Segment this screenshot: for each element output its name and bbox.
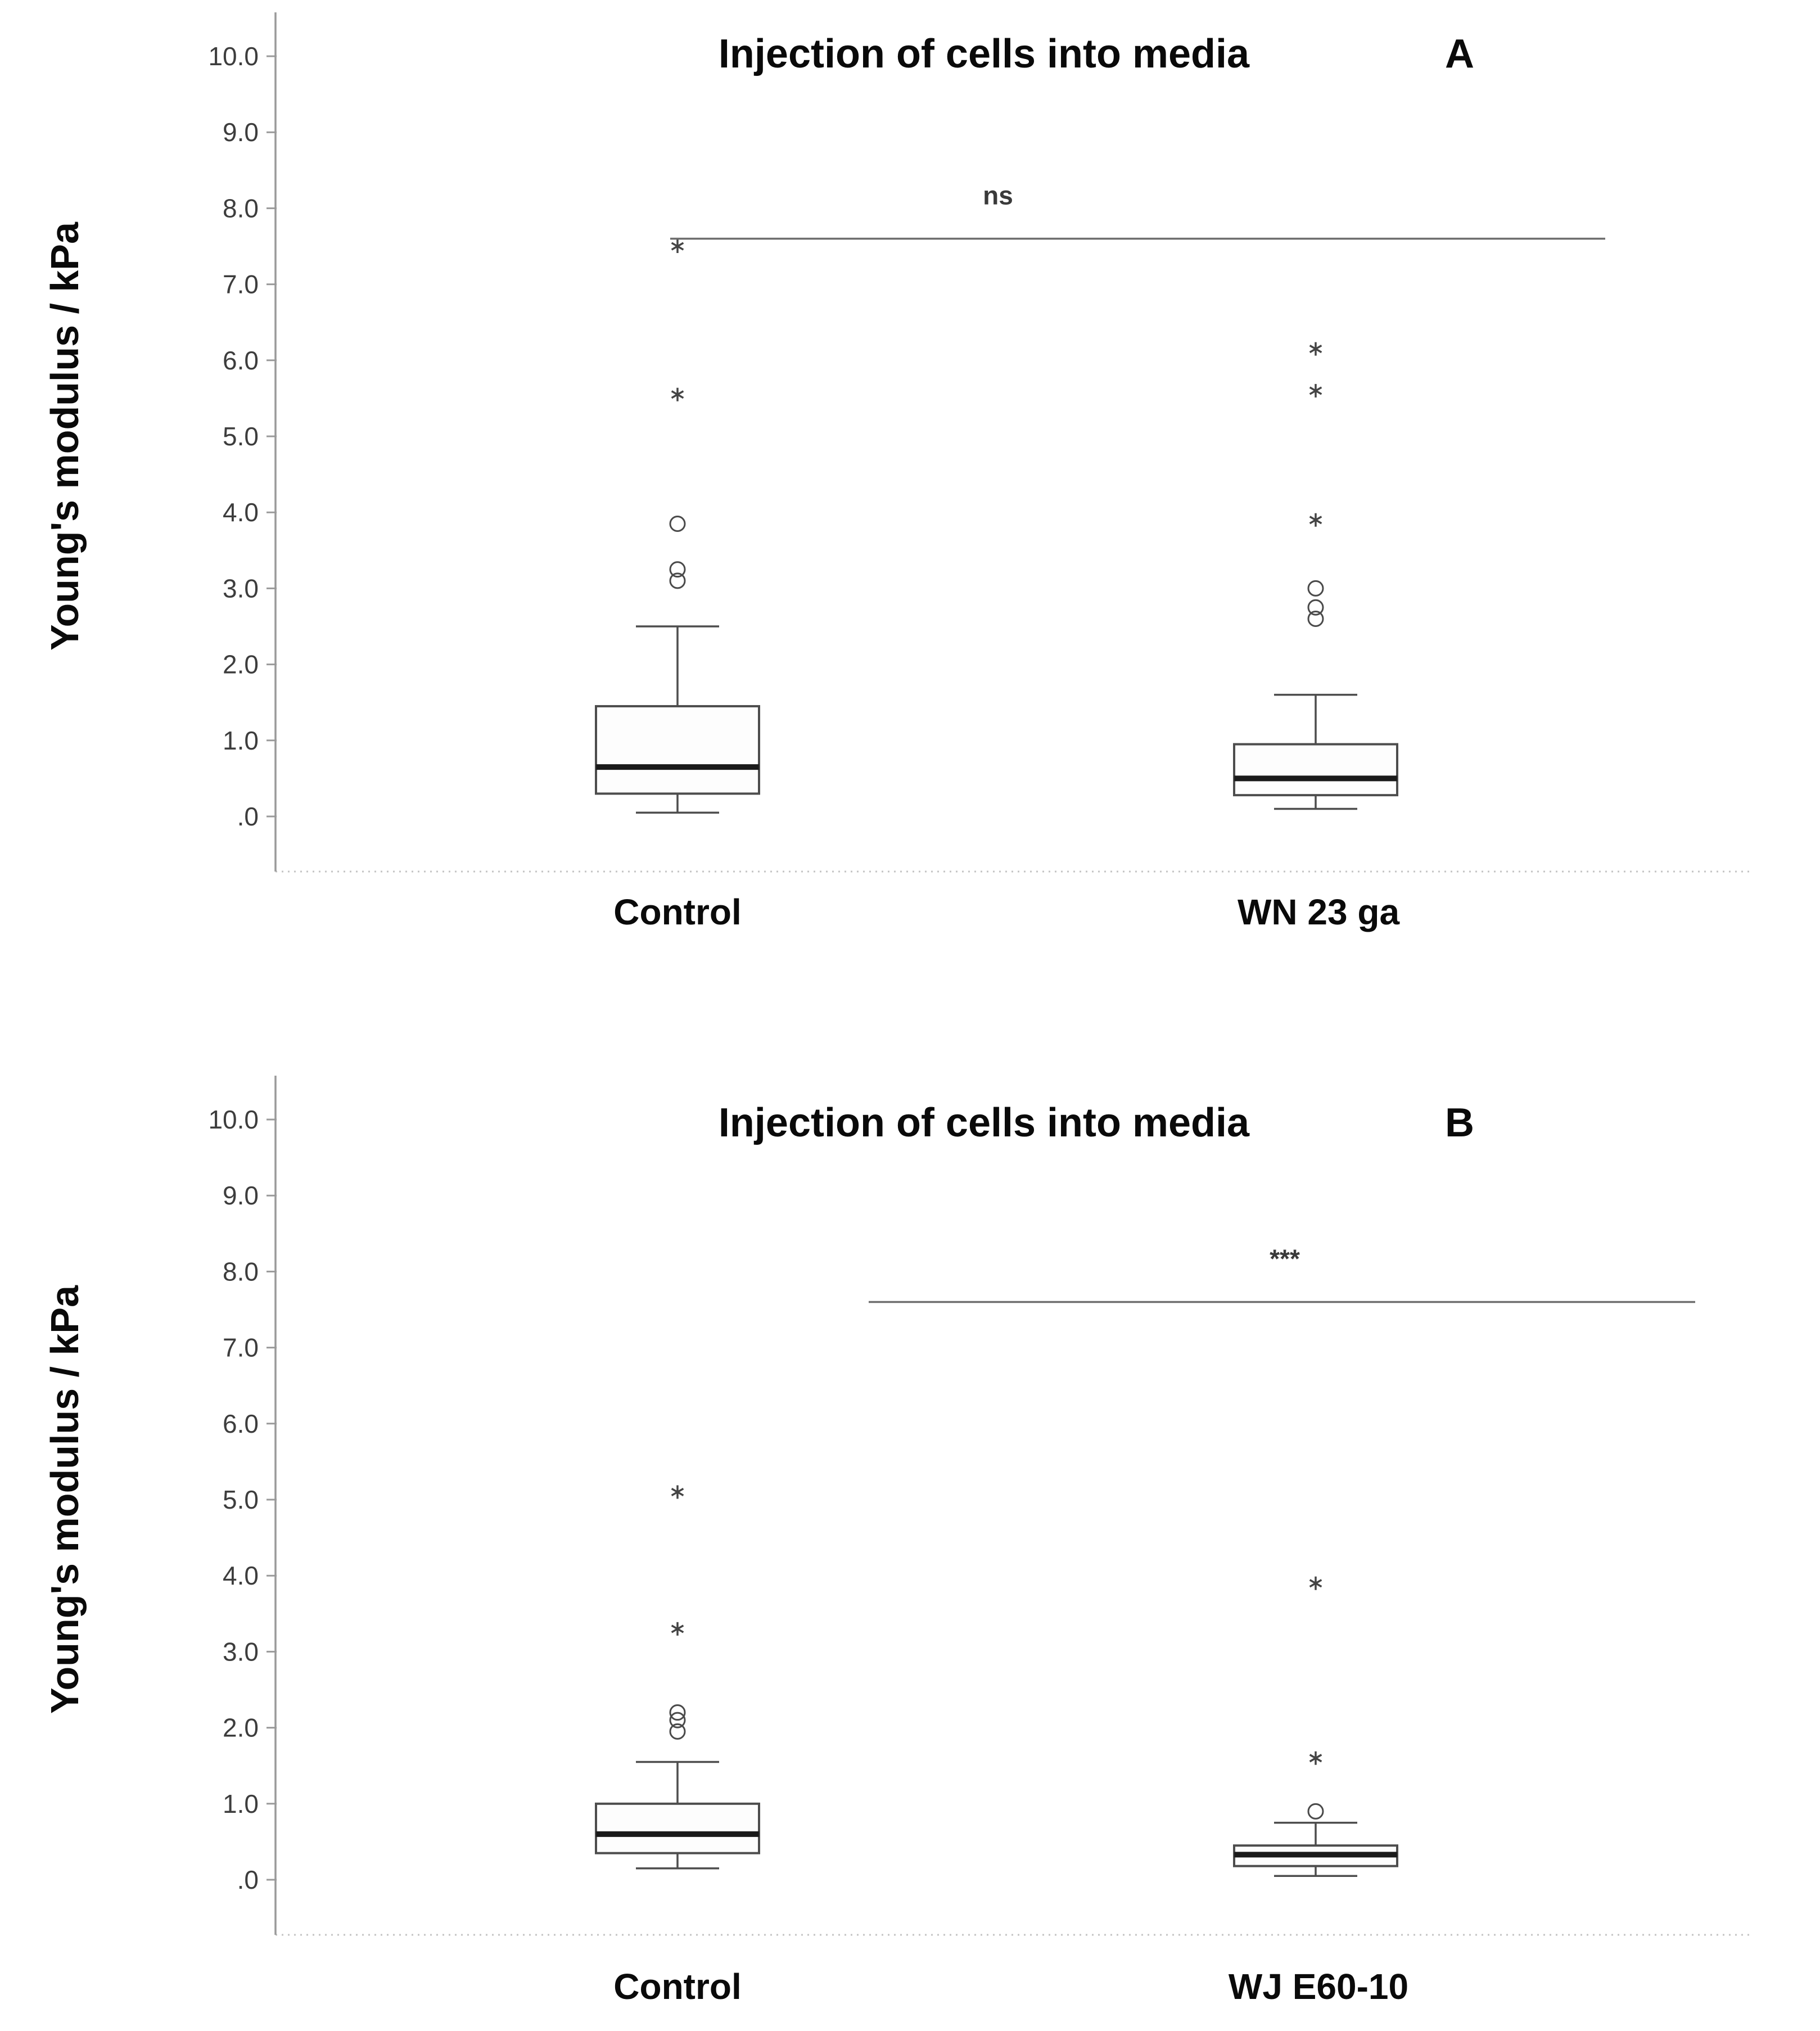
y-tick-label: 9.0 xyxy=(223,118,259,147)
category-label: WN 23 ga xyxy=(1237,892,1400,932)
y-tick-label: 6.0 xyxy=(223,346,259,375)
iqr-box xyxy=(595,705,760,795)
y-tick-label: 9.0 xyxy=(223,1181,259,1210)
panel-letter-b: B xyxy=(1445,1100,1474,1145)
panel-A: Young's modulus / kPa Injection of cells… xyxy=(43,12,1751,932)
y-tick-label: 3.0 xyxy=(223,574,259,603)
significance-label: *** xyxy=(1270,1244,1300,1274)
y-tick-label: 2.0 xyxy=(223,650,259,679)
outlier-circle-marker xyxy=(669,1712,686,1728)
outlier-star-marker xyxy=(671,387,684,401)
outlier-circle-marker xyxy=(669,561,686,578)
outlier-star-marker xyxy=(671,1622,684,1636)
boxplot-canvas-b: 10.0 9.0 8.0 7.0 6.0 5.0 4.0 3.0 2.0 1.0 .0 *** xyxy=(208,1076,1751,1936)
y-tick-label: 4.0 xyxy=(223,1561,259,1590)
outlier-star-marker xyxy=(1309,1576,1322,1590)
outlier-star-marker xyxy=(671,240,684,253)
y-tick-label: .0 xyxy=(237,1865,259,1894)
y-tick-label: 5.0 xyxy=(223,1485,259,1514)
y-tick-label: 7.0 xyxy=(223,1333,259,1362)
outlier-star-marker xyxy=(671,1485,684,1499)
outlier-circle-marker xyxy=(1307,1803,1324,1820)
outlier-star-marker xyxy=(1309,1751,1322,1765)
outlier-star-marker xyxy=(1309,383,1322,398)
outlier-star-marker xyxy=(1309,513,1322,527)
y-tick-label: 6.0 xyxy=(223,1409,259,1438)
category-label: Control xyxy=(613,1966,742,2007)
outlier-circle-marker xyxy=(1307,580,1324,597)
y-tick-label: 8.0 xyxy=(223,1257,259,1286)
outlier-circle-marker xyxy=(669,515,686,532)
panel-letter-a: A xyxy=(1445,31,1474,76)
outlier-circle-marker xyxy=(1307,599,1324,616)
y-tick-label: 10.0 xyxy=(208,42,259,71)
y-tick-label: 1.0 xyxy=(223,1789,259,1818)
iqr-box xyxy=(595,1802,760,1854)
y-tick-label: 1.0 xyxy=(223,726,259,755)
y-tick-label: 10.0 xyxy=(208,1105,259,1134)
outlier-star-marker xyxy=(1309,342,1322,356)
panel-B: Young's modulus / kPa Injection of cells… xyxy=(0,1016,1820,2031)
significance-label: ns xyxy=(983,181,1013,210)
y-tick-label: 4.0 xyxy=(223,498,259,527)
iqr-box xyxy=(1233,743,1398,797)
category-label: Control xyxy=(613,892,742,932)
outlier-circle-marker xyxy=(1307,610,1324,627)
panel-title: Injection of cells into media xyxy=(718,31,1250,76)
y-tick-label: 3.0 xyxy=(223,1637,259,1666)
category-label: WJ E60-10 xyxy=(1228,1966,1409,2007)
panel-title: Injection of cells into media xyxy=(718,1100,1250,1145)
outlier-circle-marker xyxy=(669,572,686,589)
outlier-circle-marker xyxy=(669,1723,686,1740)
y-tick-label: 2.0 xyxy=(223,1713,259,1743)
y-tick-label: .0 xyxy=(237,802,259,831)
boxplot-canvas-a: 10.0 9.0 8.0 7.0 6.0 5.0 4.0 3.0 2.0 1.0 .0 ns xyxy=(208,12,1751,873)
outlier-circle-marker xyxy=(669,1704,686,1721)
y-tick-label: 8.0 xyxy=(223,193,259,223)
y-tick-label: 7.0 xyxy=(223,270,259,299)
y-tick-label: 5.0 xyxy=(223,422,259,451)
